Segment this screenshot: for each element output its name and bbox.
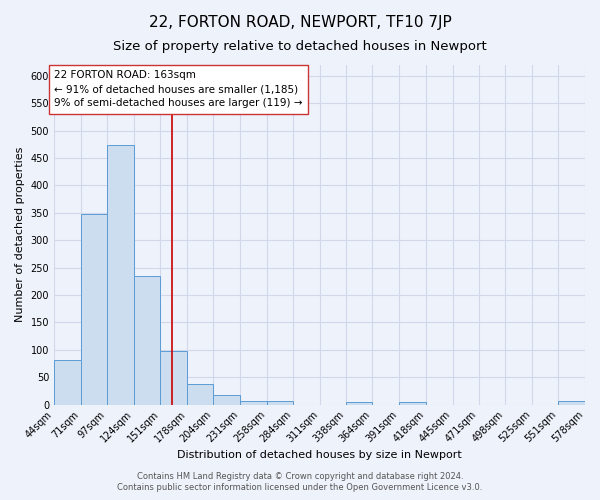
- Text: 22, FORTON ROAD, NEWPORT, TF10 7JP: 22, FORTON ROAD, NEWPORT, TF10 7JP: [149, 15, 451, 30]
- Bar: [240, 400, 267, 404]
- Bar: [399, 402, 426, 404]
- Bar: [160, 352, 187, 405]
- Bar: [213, 394, 240, 404]
- Text: 22 FORTON ROAD: 163sqm
← 91% of detached houses are smaller (1,185)
9% of semi-d: 22 FORTON ROAD: 163sqm ← 91% of detached…: [54, 70, 302, 108]
- Text: Size of property relative to detached houses in Newport: Size of property relative to detached ho…: [113, 40, 487, 53]
- Bar: [134, 276, 160, 404]
- X-axis label: Distribution of detached houses by size in Newport: Distribution of detached houses by size …: [177, 450, 462, 460]
- Bar: [558, 400, 585, 404]
- Bar: [81, 214, 107, 404]
- Bar: [346, 402, 372, 404]
- Text: Contains HM Land Registry data © Crown copyright and database right 2024.
Contai: Contains HM Land Registry data © Crown c…: [118, 472, 482, 492]
- Bar: [187, 384, 213, 404]
- Y-axis label: Number of detached properties: Number of detached properties: [15, 147, 25, 322]
- Bar: [107, 145, 134, 405]
- Bar: [267, 402, 293, 404]
- Bar: [54, 360, 81, 405]
